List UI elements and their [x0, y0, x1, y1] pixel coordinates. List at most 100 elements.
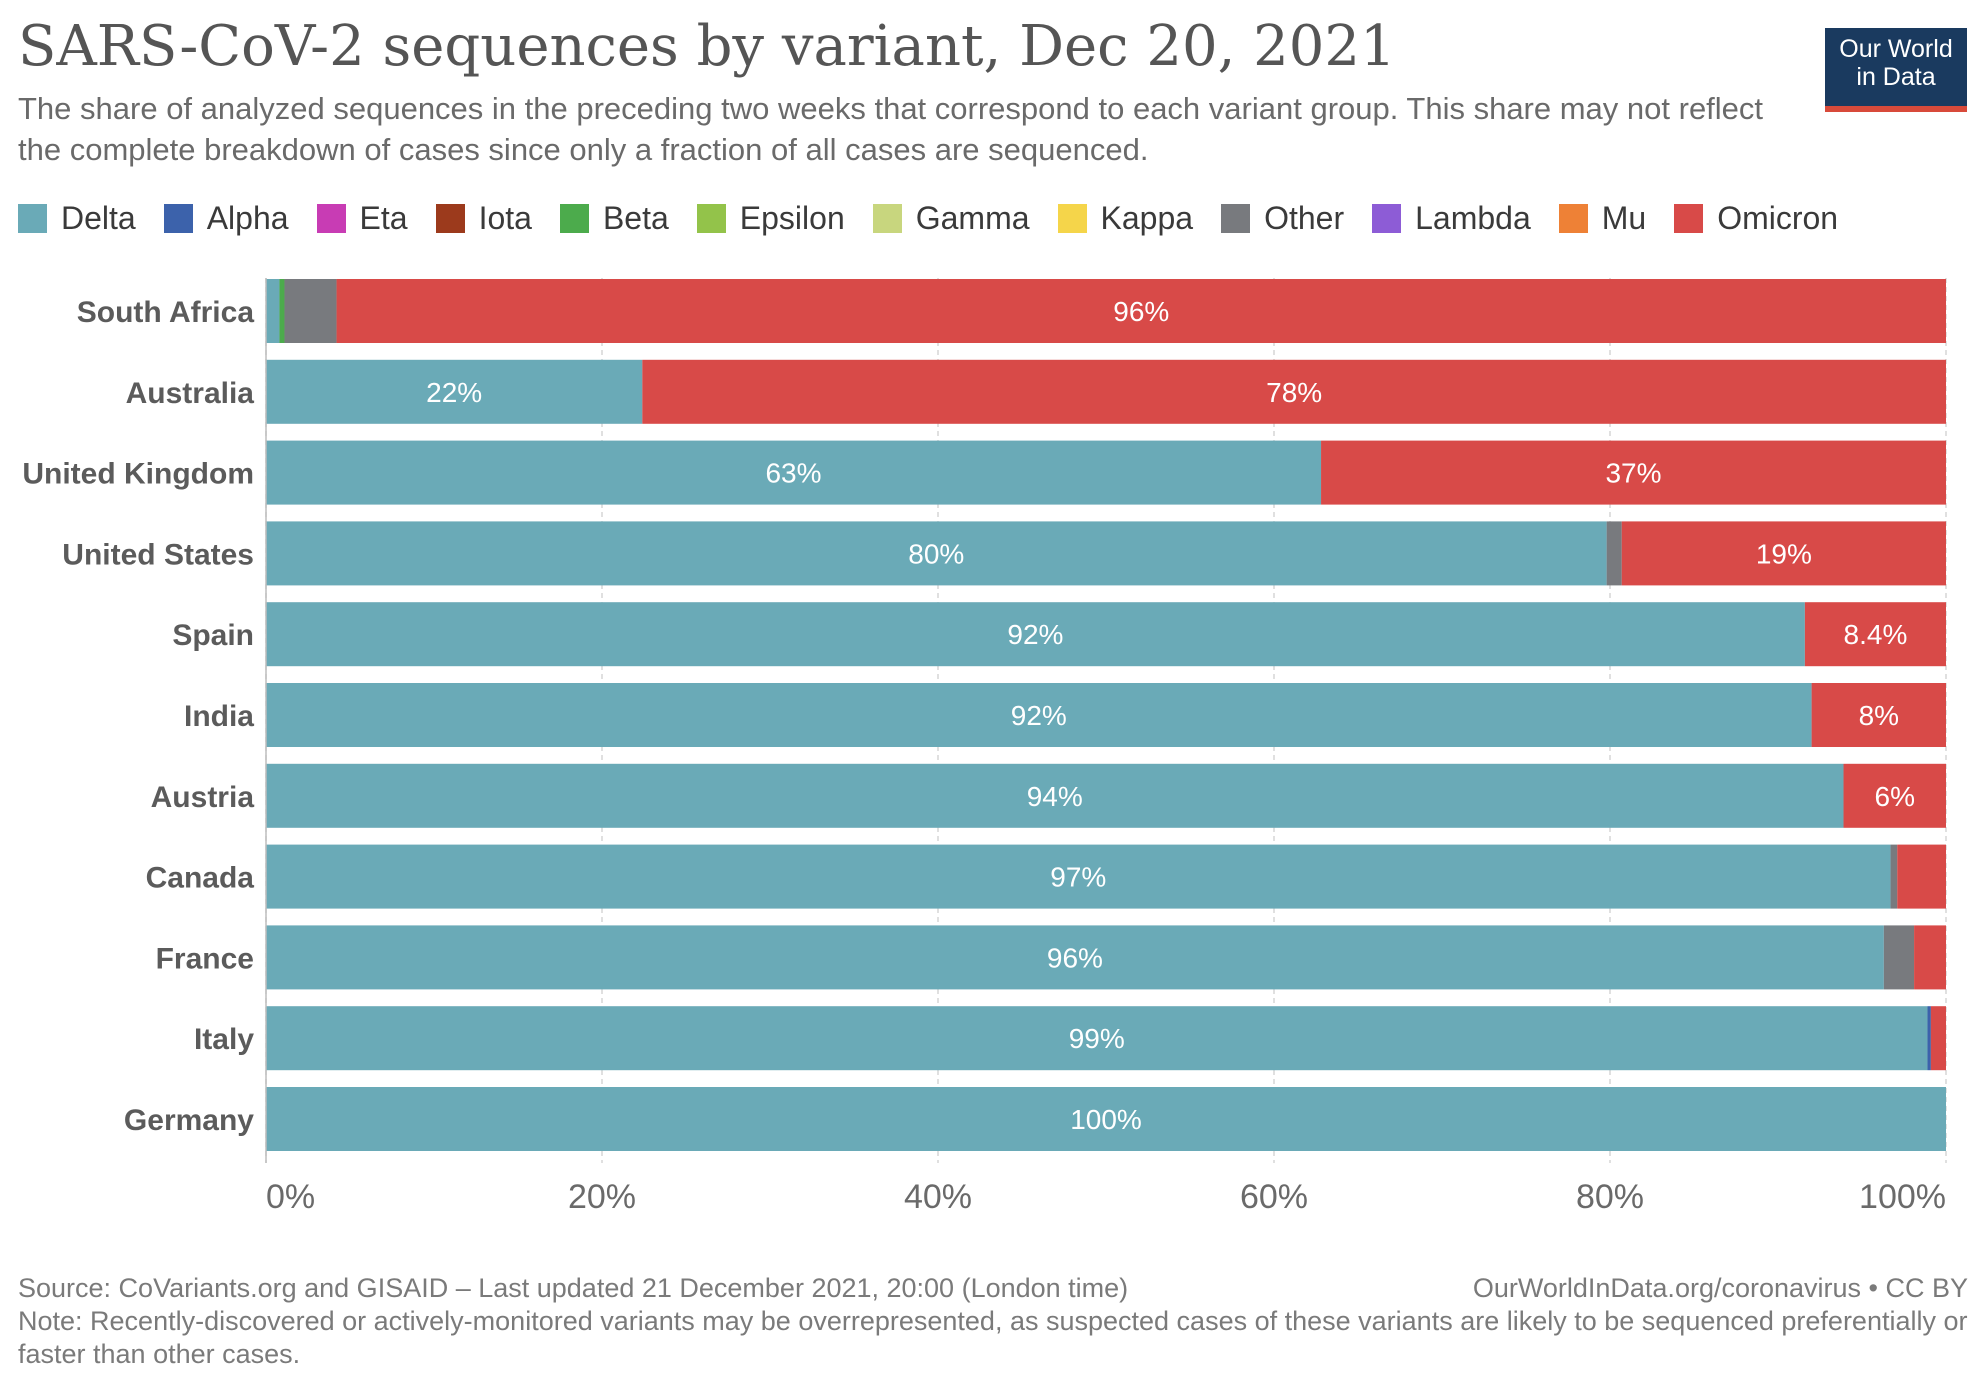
- bar-segment-delta[interactable]: [266, 440, 1322, 505]
- category-label: Spain: [172, 619, 254, 652]
- owid-logo[interactable]: Our World in Data: [1825, 28, 1967, 112]
- bar-segment-omicron[interactable]: [1897, 844, 1946, 909]
- data-label: 22%: [426, 377, 482, 408]
- data-label: 92%: [1011, 700, 1067, 731]
- logo-accent-bar: [1825, 106, 1967, 112]
- legend-item-gamma[interactable]: Gamma: [872, 200, 1030, 237]
- bar-segment-delta[interactable]: [266, 683, 1812, 747]
- x-tick-label: 20%: [568, 1178, 636, 1216]
- category-label: Australia: [126, 377, 255, 410]
- legend-item-lambda[interactable]: Lambda: [1372, 200, 1531, 237]
- bar-segment-other[interactable]: [1890, 844, 1898, 909]
- legend-item-alpha[interactable]: Alpha: [163, 200, 289, 237]
- legend-swatch: [316, 204, 346, 233]
- logo-line-2: in Data: [1856, 63, 1936, 91]
- x-tick-label: 80%: [1576, 1178, 1644, 1216]
- category-label: Italy: [194, 1023, 254, 1056]
- legend-swatch: [872, 204, 902, 233]
- bar-segment-delta[interactable]: [266, 844, 1891, 909]
- legend-swatch: [1221, 204, 1251, 233]
- bar-segment-omicron[interactable]: [1811, 683, 1946, 747]
- stacked-bar-chart: South Africa 96% Australia 22% 78% United Kin…: [22, 278, 1947, 1216]
- legend-swatch: [435, 204, 465, 233]
- data-label: 80%: [908, 538, 964, 569]
- legend-swatch: [18, 204, 47, 233]
- legend-label: Lambda: [1415, 200, 1531, 236]
- legend-label: Omicron: [1717, 200, 1839, 236]
- chart-title: SARS-CoV-2 sequences by variant, Dec 20,…: [18, 14, 1396, 79]
- bar-segment-delta[interactable]: [266, 1087, 1946, 1151]
- bar-segment-other[interactable]: [1883, 925, 1915, 990]
- logo-line-1: Our World: [1839, 35, 1953, 63]
- bar-segment-delta[interactable]: [266, 1006, 1928, 1071]
- legend-swatch: [163, 204, 193, 233]
- data-label: 100%: [1070, 1104, 1142, 1135]
- legend-swatch: [1372, 204, 1402, 233]
- legend-label: Kappa: [1100, 200, 1194, 236]
- bar-segment-beta[interactable]: [279, 279, 285, 343]
- data-label: 6%: [1875, 781, 1915, 812]
- legend-item-omicron[interactable]: Omicron: [1674, 200, 1838, 237]
- data-label: 37%: [1605, 458, 1661, 489]
- legend-item-kappa[interactable]: Kappa: [1057, 200, 1194, 237]
- legend-label: Iota: [478, 200, 532, 236]
- data-label: 8%: [1859, 700, 1899, 731]
- data-label: 63%: [765, 458, 821, 489]
- data-label: 19%: [1756, 538, 1812, 569]
- category-label: United States: [62, 538, 254, 571]
- bar-segment-omicron[interactable]: [336, 279, 1946, 343]
- legend-item-other[interactable]: Other: [1221, 200, 1344, 237]
- bars: South Africa 96% Australia 22% 78% United Kin…: [22, 279, 1946, 1151]
- legend-label: Alpha: [206, 200, 289, 236]
- category-label: Germany: [124, 1104, 254, 1137]
- legend-item-beta[interactable]: Beta: [559, 200, 669, 237]
- bar-segment-omicron[interactable]: [1843, 763, 1946, 828]
- legend-item-mu[interactable]: Mu: [1558, 200, 1647, 237]
- category-label: India: [184, 700, 254, 733]
- bar-segment-omicron[interactable]: [642, 359, 1946, 424]
- data-label: 99%: [1069, 1023, 1125, 1054]
- legend-label: Mu: [1601, 200, 1647, 236]
- chart-subtitle: The share of analyzed sequences in the p…: [18, 91, 1764, 167]
- legend-swatch: [696, 204, 726, 233]
- legend-label: Epsilon: [739, 200, 845, 236]
- legend-swatch: [1674, 204, 1704, 233]
- bar-segment-other[interactable]: [1606, 521, 1622, 586]
- data-label: 97%: [1050, 862, 1106, 893]
- x-tick-label: 60%: [1240, 1178, 1308, 1216]
- credit-link[interactable]: OurWorldInData.org/coronavirus • CC BY: [1472, 1273, 1968, 1303]
- x-tick-label: 0%: [266, 1178, 315, 1216]
- bar-segment-omicron[interactable]: [1621, 521, 1946, 586]
- data-label: 78%: [1266, 377, 1322, 408]
- category-label: Canada: [146, 862, 255, 895]
- chart-legend: Delta Alpha Eta Iota Beta Epsilon Gamma Kappa Ot…: [18, 200, 1978, 237]
- legend-label: Beta: [602, 200, 669, 236]
- bar-segment-delta[interactable]: [266, 359, 643, 424]
- data-label: 92%: [1007, 619, 1063, 650]
- bar-segment-delta[interactable]: [266, 279, 280, 343]
- legend-swatch: [559, 204, 589, 233]
- legend-label: Delta: [61, 200, 136, 236]
- legend-swatch: [1057, 204, 1087, 233]
- bar-segment-delta[interactable]: [266, 925, 1884, 990]
- category-label: South Africa: [77, 296, 255, 329]
- x-tick-label: 40%: [904, 1178, 972, 1216]
- x-tick-label: 100%: [1859, 1178, 1946, 1216]
- bar-segment-delta[interactable]: [266, 602, 1805, 667]
- bar-segment-omicron[interactable]: [1321, 440, 1946, 505]
- legend-item-iota[interactable]: Iota: [435, 200, 532, 237]
- x-axis: 0% 20% 40% 60% 80% 100%: [265, 278, 1946, 1216]
- legend-item-delta[interactable]: Delta: [18, 200, 136, 237]
- category-label: Austria: [151, 781, 255, 814]
- bar-segment-delta[interactable]: [266, 763, 1844, 828]
- legend-swatch: [1558, 204, 1588, 233]
- bar-segment-omicron[interactable]: [1930, 1006, 1946, 1071]
- bar-segment-other[interactable]: [284, 279, 337, 343]
- bar-segment-delta[interactable]: [266, 521, 1607, 586]
- note-text: Note: Recently-discovered or actively-mo…: [18, 1306, 1968, 1369]
- bar-segment-omicron[interactable]: [1804, 602, 1946, 667]
- legend-item-eta[interactable]: Eta: [316, 200, 408, 237]
- bar-segment-alpha[interactable]: [1927, 1006, 1931, 1071]
- bar-segment-omicron[interactable]: [1914, 925, 1946, 990]
- legend-item-epsilon[interactable]: Epsilon: [696, 200, 845, 237]
